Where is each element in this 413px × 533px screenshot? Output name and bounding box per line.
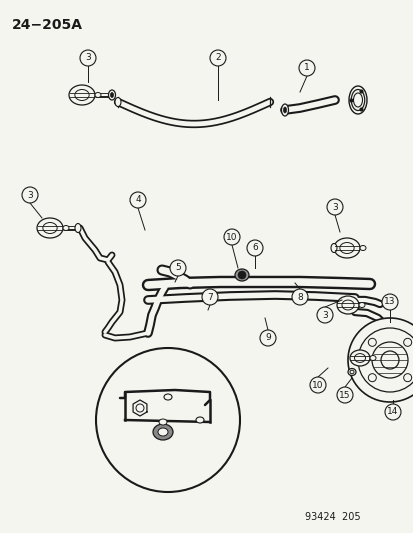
Text: 4: 4: [135, 196, 140, 205]
Circle shape: [384, 404, 400, 420]
Circle shape: [336, 387, 352, 403]
Text: 2: 2: [215, 53, 220, 62]
Ellipse shape: [339, 243, 353, 254]
Ellipse shape: [195, 417, 204, 423]
Ellipse shape: [63, 225, 69, 230]
Circle shape: [22, 187, 38, 203]
Circle shape: [291, 289, 307, 305]
Text: 93424  205: 93424 205: [304, 512, 360, 522]
Ellipse shape: [159, 419, 166, 425]
Ellipse shape: [354, 353, 365, 362]
Circle shape: [326, 199, 342, 215]
Text: 5: 5: [175, 263, 180, 272]
Ellipse shape: [347, 368, 355, 376]
Ellipse shape: [341, 300, 353, 310]
Circle shape: [247, 240, 262, 256]
Ellipse shape: [75, 90, 89, 101]
Text: 10: 10: [225, 232, 237, 241]
Ellipse shape: [75, 223, 81, 232]
Ellipse shape: [330, 244, 336, 253]
Circle shape: [403, 374, 411, 382]
Circle shape: [80, 50, 96, 66]
Circle shape: [381, 294, 397, 310]
Circle shape: [223, 229, 240, 245]
Circle shape: [309, 377, 325, 393]
Text: 6: 6: [252, 244, 257, 253]
Ellipse shape: [333, 238, 359, 258]
Ellipse shape: [153, 424, 173, 440]
Text: 3: 3: [85, 53, 91, 62]
Circle shape: [368, 374, 375, 382]
Circle shape: [316, 307, 332, 323]
Circle shape: [202, 289, 218, 305]
Ellipse shape: [235, 269, 248, 281]
Circle shape: [368, 338, 375, 346]
Text: 3: 3: [331, 203, 337, 212]
Ellipse shape: [69, 85, 95, 105]
Circle shape: [380, 351, 398, 369]
Ellipse shape: [115, 98, 121, 107]
Ellipse shape: [281, 104, 288, 116]
Ellipse shape: [110, 93, 113, 98]
Polygon shape: [133, 400, 147, 416]
Text: 12: 12: [134, 448, 145, 457]
Ellipse shape: [283, 107, 286, 113]
Text: 11: 11: [112, 403, 123, 413]
Circle shape: [298, 60, 314, 76]
Circle shape: [130, 192, 146, 208]
Text: 3: 3: [27, 190, 33, 199]
Ellipse shape: [43, 222, 57, 233]
Ellipse shape: [95, 93, 101, 98]
Text: 10: 10: [311, 381, 323, 390]
Circle shape: [259, 330, 275, 346]
Circle shape: [136, 404, 144, 412]
Text: 24−205A: 24−205A: [12, 18, 83, 32]
Ellipse shape: [164, 394, 171, 400]
Ellipse shape: [369, 356, 375, 360]
Ellipse shape: [359, 246, 365, 251]
Ellipse shape: [349, 350, 369, 366]
Circle shape: [209, 50, 225, 66]
Ellipse shape: [349, 370, 353, 374]
Ellipse shape: [336, 296, 358, 314]
Text: 1: 1: [304, 63, 309, 72]
Text: 9: 9: [264, 334, 270, 343]
Circle shape: [403, 338, 411, 346]
Ellipse shape: [108, 90, 115, 100]
Circle shape: [96, 348, 240, 492]
Text: 7: 7: [206, 293, 212, 302]
Text: 15: 15: [338, 391, 350, 400]
Circle shape: [110, 400, 126, 416]
Ellipse shape: [37, 218, 63, 238]
Text: 13: 13: [383, 297, 395, 306]
Circle shape: [170, 260, 185, 276]
Text: 14: 14: [387, 408, 398, 416]
Circle shape: [132, 445, 147, 461]
Circle shape: [237, 271, 245, 279]
Text: 8: 8: [297, 293, 302, 302]
Ellipse shape: [158, 428, 168, 436]
Ellipse shape: [358, 303, 364, 308]
Text: 3: 3: [321, 311, 327, 319]
Circle shape: [347, 318, 413, 402]
